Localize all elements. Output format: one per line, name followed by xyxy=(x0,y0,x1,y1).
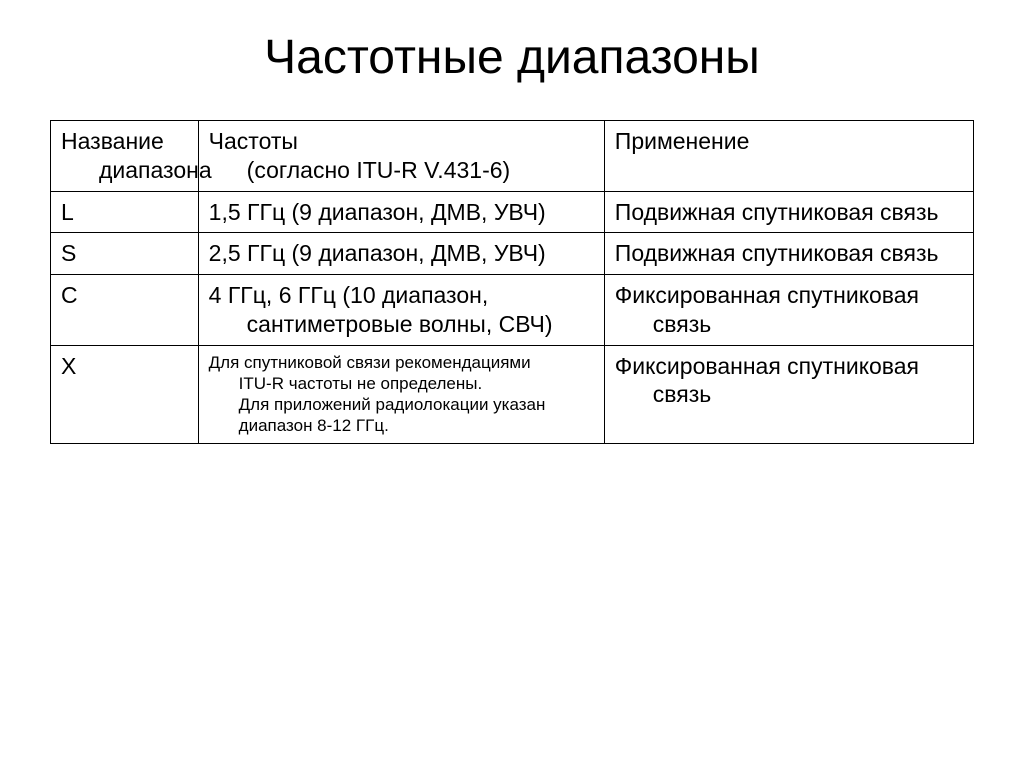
cell-use: Фиксированная спутниковая связь xyxy=(604,275,973,346)
table-row: S 2,5 ГГц (9 диапазон, ДМВ, УВЧ) Подвижн… xyxy=(51,233,974,275)
cell-use-text: Фиксированная спутниковая связь xyxy=(615,352,963,410)
cell-use-text: Подвижная спутниковая связь xyxy=(615,198,963,227)
cell-use: Фиксированная спутниковая связь xyxy=(604,345,973,443)
cell-band: X xyxy=(51,345,199,443)
cell-freq: 1,5 ГГц (9 диапазон, ДМВ, УВЧ) xyxy=(198,191,604,233)
cell-band-text: L xyxy=(61,198,188,227)
table-row: C 4 ГГц, 6 ГГц (10 диапазон, сантиметров… xyxy=(51,275,974,346)
col-header-freq: Частоты (согласно ITU-R V.431-6) xyxy=(198,121,604,192)
page-title: Частотные диапазоны xyxy=(50,30,974,85)
cell-freq-text: 1,5 ГГц (9 диапазон, ДМВ, УВЧ) xyxy=(209,198,594,227)
col-header-use: Применение xyxy=(604,121,973,192)
cell-band-text: C xyxy=(61,281,188,310)
col-header-band: Название диапазона xyxy=(51,121,199,192)
cell-band: S xyxy=(51,233,199,275)
cell-use: Подвижная спутниковая связь xyxy=(604,191,973,233)
table-row: L 1,5 ГГц (9 диапазон, ДМВ, УВЧ) Подвижн… xyxy=(51,191,974,233)
frequency-bands-table: Название диапазона Частоты (согласно ITU… xyxy=(50,120,974,444)
col-header-use-text: Применение xyxy=(615,127,963,156)
cell-freq-text: 2,5 ГГц (9 диапазон, ДМВ, УВЧ) xyxy=(209,239,594,268)
cell-band: L xyxy=(51,191,199,233)
cell-freq: 4 ГГц, 6 ГГц (10 диапазон, сантиметровые… xyxy=(198,275,604,346)
cell-freq: 2,5 ГГц (9 диапазон, ДМВ, УВЧ) xyxy=(198,233,604,275)
table-header-row: Название диапазона Частоты (согласно ITU… xyxy=(51,121,974,192)
cell-freq: Для спутниковой связи рекомендациями ITU… xyxy=(198,345,604,443)
cell-band-text: X xyxy=(61,352,188,381)
cell-use: Подвижная спутниковая связь xyxy=(604,233,973,275)
col-header-band-text: Название диапазона xyxy=(61,127,188,185)
col-header-freq-text: Частоты (согласно ITU-R V.431-6) xyxy=(209,127,594,185)
cell-band: C xyxy=(51,275,199,346)
cell-use-text: Подвижная спутниковая связь xyxy=(615,239,963,268)
cell-freq-text: Для спутниковой связи рекомендациями ITU… xyxy=(209,352,594,437)
cell-use-text: Фиксированная спутниковая связь xyxy=(615,281,963,339)
table-row: X Для спутниковой связи рекомендациями I… xyxy=(51,345,974,443)
cell-freq-text: 4 ГГц, 6 ГГц (10 диапазон, сантиметровые… xyxy=(209,281,594,339)
cell-band-text: S xyxy=(61,239,188,268)
